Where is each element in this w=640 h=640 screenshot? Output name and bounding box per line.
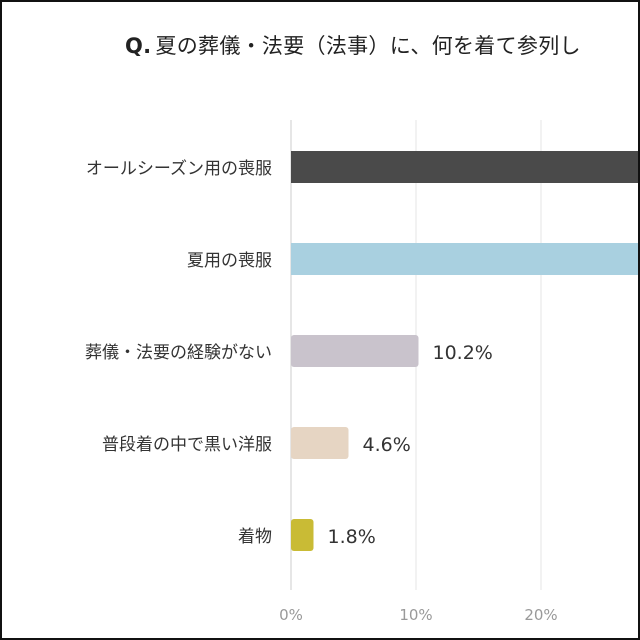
bar xyxy=(291,335,419,367)
category-label: 夏用の喪服 xyxy=(187,251,272,271)
category-label: 着物 xyxy=(238,527,272,547)
title-prefix: Q. xyxy=(125,34,152,58)
bar xyxy=(291,519,314,551)
data-label: 1.8% xyxy=(328,526,376,548)
x-tick-label: 0% xyxy=(279,606,303,624)
chart-title: Q. 夏の葬儀・法要（法事）に、何を着て参列し xyxy=(125,30,581,60)
bar xyxy=(291,243,638,275)
bar xyxy=(291,427,349,459)
category-label: オールシーズン用の喪服 xyxy=(86,159,272,179)
category-label: 葬儀・法要の経験がない xyxy=(85,343,272,363)
data-label: 10.2% xyxy=(433,342,493,364)
title-text: 夏の葬儀・法要（法事）に、何を着て参列し xyxy=(155,34,581,58)
category-label: 普段着の中で黒い洋服 xyxy=(102,435,272,455)
data-label: 4.6% xyxy=(363,434,411,456)
x-tick-label: 10% xyxy=(399,606,432,624)
x-tick-label: 20% xyxy=(524,606,557,624)
bar xyxy=(291,151,638,183)
